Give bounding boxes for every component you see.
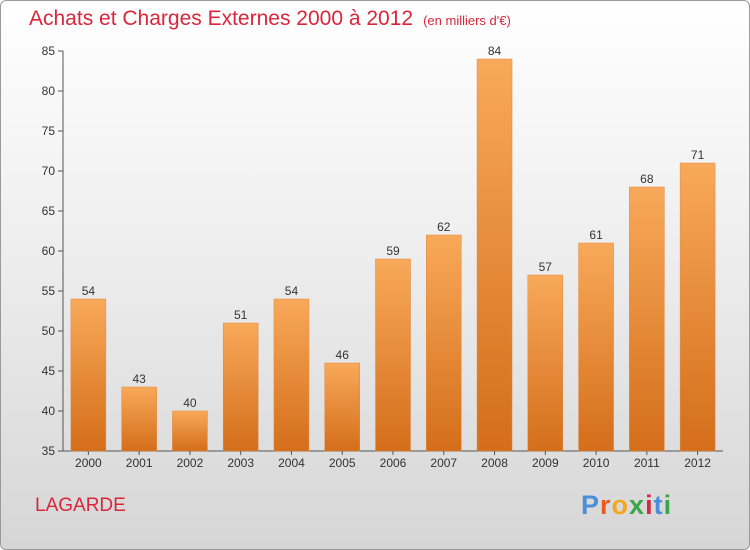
x-tick-label: 2005: [329, 456, 356, 470]
logo-letter: P: [581, 490, 601, 520]
subtitle-text: (en milliers d'€): [423, 13, 511, 28]
bar: [172, 410, 208, 452]
x-tick-label: 2003: [227, 456, 254, 470]
proxiti-logo: Proxiti: [581, 490, 672, 521]
x-tick-label: 2010: [583, 456, 610, 470]
bar: [426, 234, 462, 452]
bar: [273, 298, 310, 452]
y-tick-label: 65: [42, 204, 56, 218]
x-tick-label: 2008: [481, 456, 508, 470]
y-tick-label: 40: [42, 404, 56, 418]
y-tick-label: 50: [42, 324, 56, 338]
chart-title: Achats et Charges Externes 2000 à 2012 (e…: [29, 7, 511, 31]
y-tick-label: 70: [42, 164, 56, 178]
x-tick-label: 2001: [126, 456, 153, 470]
logo-letter: t: [653, 490, 664, 520]
bar: [476, 58, 513, 452]
bar: [629, 186, 665, 452]
bar: [679, 162, 716, 452]
x-tick-label: 2011: [634, 456, 660, 470]
x-tick-label: 2004: [278, 456, 305, 470]
data-label: 43: [132, 372, 146, 386]
x-tick-label: 2007: [430, 456, 457, 470]
x-tick-label: 2009: [532, 456, 559, 470]
x-tick-label: 2012: [684, 456, 711, 470]
bar: [527, 274, 564, 452]
data-label: 54: [285, 284, 299, 298]
bar: [222, 322, 259, 452]
y-tick-label: 85: [42, 44, 56, 58]
logo-letter: i: [645, 490, 654, 520]
bar: [121, 386, 157, 452]
x-tick-label: 2006: [380, 456, 407, 470]
data-label: 51: [234, 308, 248, 322]
logo-letter: r: [600, 490, 612, 520]
y-tick-label: 80: [42, 84, 56, 98]
x-tick-label: 2002: [177, 456, 204, 470]
data-label: 40: [183, 396, 197, 410]
logo-letter: i: [663, 490, 673, 520]
data-label: 62: [437, 220, 451, 234]
data-label: 59: [386, 244, 400, 258]
y-tick-label: 55: [42, 284, 56, 298]
x-tick-label: 2000: [75, 456, 102, 470]
y-tick-label: 75: [42, 124, 56, 138]
data-label: 57: [539, 260, 553, 274]
data-label: 68: [640, 172, 654, 186]
title-text: Achats et Charges Externes 2000 à 2012: [29, 7, 414, 30]
bar: [70, 298, 107, 452]
data-label: 61: [589, 228, 603, 242]
bar: [324, 362, 360, 452]
logo-letter: x: [629, 490, 646, 520]
data-label: 46: [336, 348, 350, 362]
data-label: 84: [488, 44, 502, 58]
bar: [375, 258, 411, 452]
commune-name: LAGARDE: [35, 495, 126, 516]
data-label: 54: [82, 284, 96, 298]
logo-letter: o: [611, 490, 630, 520]
y-tick-label: 45: [42, 364, 56, 378]
bar: [578, 242, 614, 452]
y-tick-label: 35: [42, 444, 56, 458]
y-tick-label: 60: [42, 244, 56, 258]
data-label: 71: [691, 148, 705, 162]
